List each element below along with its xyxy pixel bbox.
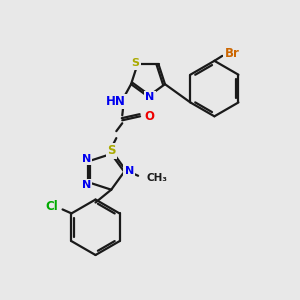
Text: O: O [144, 110, 154, 123]
Text: N: N [82, 180, 91, 190]
Text: HN: HN [105, 95, 125, 108]
Text: S: S [132, 58, 140, 68]
Text: N: N [124, 166, 134, 176]
Text: Br: Br [225, 47, 240, 60]
Text: CH₃: CH₃ [146, 173, 167, 183]
Text: N: N [146, 92, 154, 103]
Text: N: N [82, 154, 91, 164]
Text: Cl: Cl [45, 200, 58, 213]
Text: S: S [107, 145, 116, 158]
